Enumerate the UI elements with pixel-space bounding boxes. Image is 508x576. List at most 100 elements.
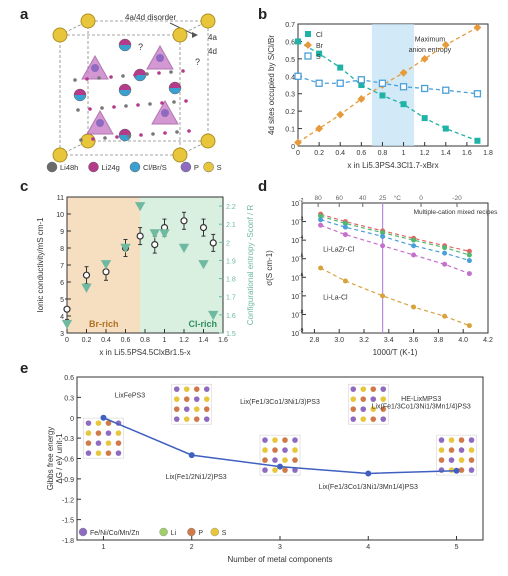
panel-b: 00.20.40.60.811.21.41.61.800.10.20.30.40… <box>260 10 498 175</box>
svg-text:40: 40 <box>359 195 367 202</box>
svg-text:0.6: 0.6 <box>64 375 74 382</box>
svg-text:0: 0 <box>70 416 74 423</box>
svg-text:2.1: 2.1 <box>226 222 236 229</box>
svg-text:1.5: 1.5 <box>226 331 236 338</box>
svg-text:Br-rich: Br-rich <box>89 319 119 329</box>
svg-text:Number of metal components: Number of metal components <box>228 555 333 564</box>
svg-text:80: 80 <box>315 195 323 202</box>
svg-text:0.8: 0.8 <box>378 150 388 157</box>
svg-text:10: 10 <box>291 331 299 338</box>
panel-e: 12345-1.8-1.5-1.2-0.9-0.6-0.300.30.6Numb… <box>25 365 495 570</box>
svg-text:0.2: 0.2 <box>285 109 295 116</box>
svg-text:-1.2: -1.2 <box>62 497 74 504</box>
svg-text:10: 10 <box>291 312 299 319</box>
panel-c: 00.20.40.60.811.21.41.634567891011x in L… <box>25 185 260 360</box>
svg-text:-3: -3 <box>299 217 304 223</box>
svg-text:3.2: 3.2 <box>359 337 369 344</box>
svg-text:5: 5 <box>455 544 459 551</box>
svg-text:-2: -2 <box>299 198 304 204</box>
svg-text:Lix(Fe1/2Ni1/2)PS3: Lix(Fe1/2Ni1/2)PS3 <box>166 474 227 481</box>
svg-text:0.3: 0.3 <box>285 92 295 99</box>
svg-text:Maximum: Maximum <box>415 36 446 43</box>
svg-text:LixFePS3: LixFePS3 <box>115 392 145 399</box>
panel-d: 2.83.03.23.43.63.84.04.210-210-310-410-5… <box>260 185 498 360</box>
svg-text:Cl/Br/S: Cl/Br/S <box>143 163 167 172</box>
svg-text:2.2: 2.2 <box>226 204 236 211</box>
svg-text:1.4: 1.4 <box>199 337 209 344</box>
svg-text:S: S <box>217 163 222 172</box>
svg-text:-20: -20 <box>452 195 462 202</box>
svg-text:1.8: 1.8 <box>226 277 236 284</box>
svg-text:P: P <box>198 530 203 537</box>
svg-text:1.6: 1.6 <box>226 313 236 320</box>
svg-text:10: 10 <box>56 212 64 219</box>
svg-text:1.4: 1.4 <box>441 150 451 157</box>
svg-text:10: 10 <box>291 294 299 301</box>
svg-text:°C: °C <box>394 194 402 202</box>
svg-text:σ(S cm-1): σ(S cm-1) <box>265 250 274 286</box>
svg-text:1.2: 1.2 <box>179 337 189 344</box>
svg-text:Cl-rich: Cl-rich <box>188 319 217 329</box>
svg-text:4.2: 4.2 <box>483 337 493 344</box>
svg-text:-1.8: -1.8 <box>62 538 74 545</box>
svg-text:1: 1 <box>102 544 106 551</box>
svg-text:?: ? <box>138 42 143 52</box>
svg-text:0: 0 <box>419 195 423 202</box>
svg-text:0.6: 0.6 <box>356 150 366 157</box>
svg-text:Br: Br <box>316 43 324 50</box>
svg-text:-8: -8 <box>299 309 304 315</box>
svg-text:Li-La-Cl: Li-La-Cl <box>323 295 348 302</box>
svg-text:-6: -6 <box>299 272 304 278</box>
svg-text:3: 3 <box>60 331 64 338</box>
svg-text:3.6: 3.6 <box>409 337 419 344</box>
svg-text:0.2: 0.2 <box>314 150 324 157</box>
svg-text:1.8: 1.8 <box>483 150 493 157</box>
svg-text:Ionic conductivity/mS cm-1: Ionic conductivity/mS cm-1 <box>36 217 45 313</box>
svg-text:0.6: 0.6 <box>121 337 131 344</box>
svg-text:?: ? <box>195 57 200 67</box>
svg-text:0.8: 0.8 <box>140 337 150 344</box>
svg-text:Lix(Fe1/3Co1/3Ni1/3)PS3: Lix(Fe1/3Co1/3Ni1/3)PS3 <box>240 399 320 406</box>
svg-text:1.2: 1.2 <box>420 150 430 157</box>
svg-text:4.0: 4.0 <box>458 337 468 344</box>
svg-text:Configurational entropy -Sconf: Configurational entropy -Sconf / R <box>246 205 255 326</box>
svg-text:6: 6 <box>60 280 64 287</box>
svg-text:0.7: 0.7 <box>285 22 295 29</box>
svg-text:1: 1 <box>402 150 406 157</box>
svg-text:60: 60 <box>336 195 344 202</box>
svg-text:10: 10 <box>291 201 299 208</box>
svg-text:0.4: 0.4 <box>101 337 111 344</box>
svg-text:2.8: 2.8 <box>310 337 320 344</box>
svg-text:1: 1 <box>163 337 167 344</box>
svg-text:7: 7 <box>60 263 64 270</box>
panel-a: 4a/4d disorder4a4d??Li48hLi24gCl/Br/SPS <box>30 10 250 175</box>
svg-text:-7: -7 <box>299 291 304 297</box>
svg-text:10: 10 <box>291 257 299 264</box>
svg-text:0: 0 <box>291 144 295 151</box>
svg-text:-9: -9 <box>299 328 304 334</box>
svg-text:x in Li5.5PS4.5ClxBr1.5-x: x in Li5.5PS4.5ClxBr1.5-x <box>99 348 190 357</box>
svg-text:3.8: 3.8 <box>434 337 444 344</box>
label-a: a <box>20 6 28 23</box>
svg-text:8: 8 <box>60 246 64 253</box>
svg-text:0: 0 <box>296 150 300 157</box>
svg-text:Li48h: Li48h <box>60 163 78 172</box>
svg-text:0.4: 0.4 <box>335 150 345 157</box>
svg-text:2: 2 <box>226 240 230 247</box>
svg-text:1.7: 1.7 <box>226 295 236 302</box>
svg-text:0.3: 0.3 <box>64 395 74 402</box>
svg-text:25: 25 <box>379 195 387 202</box>
svg-text:3.0: 3.0 <box>334 337 344 344</box>
svg-text:11: 11 <box>57 195 64 202</box>
svg-text:9: 9 <box>60 229 64 236</box>
svg-text:Li24g: Li24g <box>102 163 120 172</box>
figure: a b c d e 4a/4d disorder4a4d??Li48hLi24g… <box>0 0 508 576</box>
svg-text:x in Li5.3PS4.3Cl1.7-xBrx: x in Li5.3PS4.3Cl1.7-xBrx <box>347 161 438 170</box>
svg-text:Li: Li <box>171 530 177 537</box>
svg-text:0.6: 0.6 <box>285 39 295 46</box>
svg-text:2: 2 <box>190 544 194 551</box>
svg-text:Gibbs free energyΔG / eV unit-: Gibbs free energyΔG / eV unit-1 <box>46 427 64 491</box>
svg-text:1.6: 1.6 <box>462 150 472 157</box>
svg-text:Li-LaZr-Cl: Li-LaZr-Cl <box>323 246 355 253</box>
svg-text:0.4: 0.4 <box>285 74 295 81</box>
